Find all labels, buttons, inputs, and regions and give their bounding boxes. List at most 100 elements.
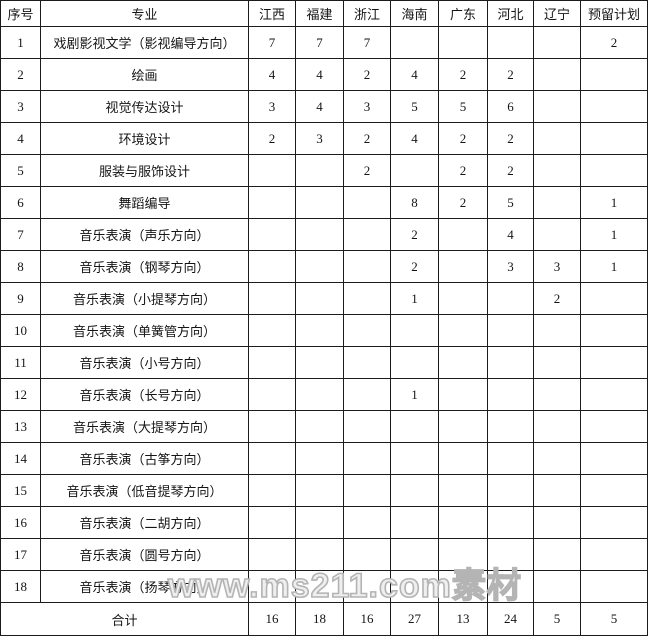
quota-cell — [487, 378, 534, 411]
quota-cell — [438, 506, 488, 539]
table-row: 4 环境设计 2 3 2 4 2 2 — [0, 122, 648, 155]
quota-cell — [295, 218, 344, 251]
row-number: 4 — [0, 122, 41, 155]
quota-cell — [580, 154, 648, 187]
table-row: 13 音乐表演（大提琴方向） — [0, 410, 648, 443]
quota-cell — [487, 346, 534, 379]
column-header: 江西 — [248, 0, 296, 27]
table-row: 10 音乐表演（单簧管方向） — [0, 314, 648, 347]
major-name: 音乐表演（小提琴方向） — [40, 282, 249, 315]
quota-cell: 2 — [438, 122, 488, 155]
total-cell: 18 — [295, 602, 344, 636]
major-name: 环境设计 — [40, 122, 249, 155]
row-number: 3 — [0, 90, 41, 123]
quota-cell — [343, 346, 391, 379]
quota-cell — [295, 570, 344, 603]
quota-cell — [533, 154, 581, 187]
quota-cell — [487, 570, 534, 603]
quota-cell — [390, 26, 439, 59]
quota-cell — [580, 58, 648, 91]
row-number: 16 — [0, 506, 41, 539]
row-number: 12 — [0, 378, 41, 411]
major-name: 音乐表演（低音提琴方向） — [40, 474, 249, 507]
quota-cell — [580, 282, 648, 315]
major-name: 音乐表演（钢琴方向） — [40, 250, 249, 283]
row-number: 6 — [0, 186, 41, 219]
quota-cell — [487, 26, 534, 59]
quota-cell — [533, 58, 581, 91]
quota-cell — [295, 474, 344, 507]
quota-cell — [438, 314, 488, 347]
column-header: 序号 — [0, 0, 41, 27]
quota-cell: 5 — [487, 186, 534, 219]
major-name: 音乐表演（扬琴方向） — [40, 570, 249, 603]
quota-cell: 2 — [487, 58, 534, 91]
column-header: 海南 — [390, 0, 439, 27]
quota-cell: 1 — [580, 250, 648, 283]
quota-cell — [390, 474, 439, 507]
quota-cell — [390, 538, 439, 571]
quota-cell — [343, 442, 391, 475]
row-number: 9 — [0, 282, 41, 315]
quota-cell — [533, 186, 581, 219]
quota-cell: 4 — [295, 90, 344, 123]
quota-cell: 2 — [343, 154, 391, 187]
quota-cell — [438, 442, 488, 475]
total-cell: 5 — [580, 602, 648, 636]
quota-cell — [580, 378, 648, 411]
quota-cell — [390, 314, 439, 347]
quota-cell — [295, 346, 344, 379]
quota-cell — [343, 282, 391, 315]
quota-cell — [390, 154, 439, 187]
quota-cell — [248, 154, 296, 187]
quota-cell — [390, 570, 439, 603]
major-name: 舞蹈编导 — [40, 186, 249, 219]
quota-cell: 5 — [390, 90, 439, 123]
row-number: 5 — [0, 154, 41, 187]
column-header: 预留计划 — [580, 0, 648, 27]
quota-cell — [343, 314, 391, 347]
quota-cell — [343, 186, 391, 219]
quota-cell — [533, 26, 581, 59]
quota-cell — [248, 538, 296, 571]
quota-cell: 7 — [248, 26, 296, 59]
quota-cell — [295, 282, 344, 315]
quota-cell: 1 — [580, 218, 648, 251]
quota-cell — [295, 538, 344, 571]
quota-cell: 7 — [295, 26, 344, 59]
total-label: 合计 — [0, 602, 249, 636]
total-row: 合计 16 18 16 27 13 24 5 5 — [0, 602, 648, 636]
quota-cell — [580, 570, 648, 603]
row-number: 15 — [0, 474, 41, 507]
row-number: 8 — [0, 250, 41, 283]
major-name: 音乐表演（圆号方向） — [40, 538, 249, 571]
quota-cell — [295, 186, 344, 219]
quota-cell — [295, 442, 344, 475]
quota-cell: 2 — [438, 154, 488, 187]
table-row: 14 音乐表演（古筝方向） — [0, 442, 648, 475]
major-name: 音乐表演（古筝方向） — [40, 442, 249, 475]
row-number: 14 — [0, 442, 41, 475]
major-name: 视觉传达设计 — [40, 90, 249, 123]
quota-cell: 2 — [343, 58, 391, 91]
quota-cell — [295, 506, 344, 539]
column-header: 浙江 — [343, 0, 391, 27]
quota-cell: 3 — [295, 122, 344, 155]
quota-cell — [343, 218, 391, 251]
quota-cell — [438, 26, 488, 59]
quota-cell — [487, 538, 534, 571]
quota-cell — [390, 410, 439, 443]
table-row: 12 音乐表演（长号方向） 1 — [0, 378, 648, 411]
total-cell: 13 — [438, 602, 488, 636]
total-cell: 27 — [390, 602, 439, 636]
table-row: 5 服装与服饰设计 2 2 2 — [0, 154, 648, 187]
table-row: 17 音乐表演（圆号方向） — [0, 538, 648, 571]
major-name: 服装与服饰设计 — [40, 154, 249, 187]
quota-cell: 1 — [580, 186, 648, 219]
quota-cell — [295, 410, 344, 443]
table-row: 15 音乐表演（低音提琴方向） — [0, 474, 648, 507]
quota-cell: 5 — [438, 90, 488, 123]
quota-cell — [248, 282, 296, 315]
quota-cell: 2 — [438, 186, 488, 219]
quota-cell — [533, 218, 581, 251]
